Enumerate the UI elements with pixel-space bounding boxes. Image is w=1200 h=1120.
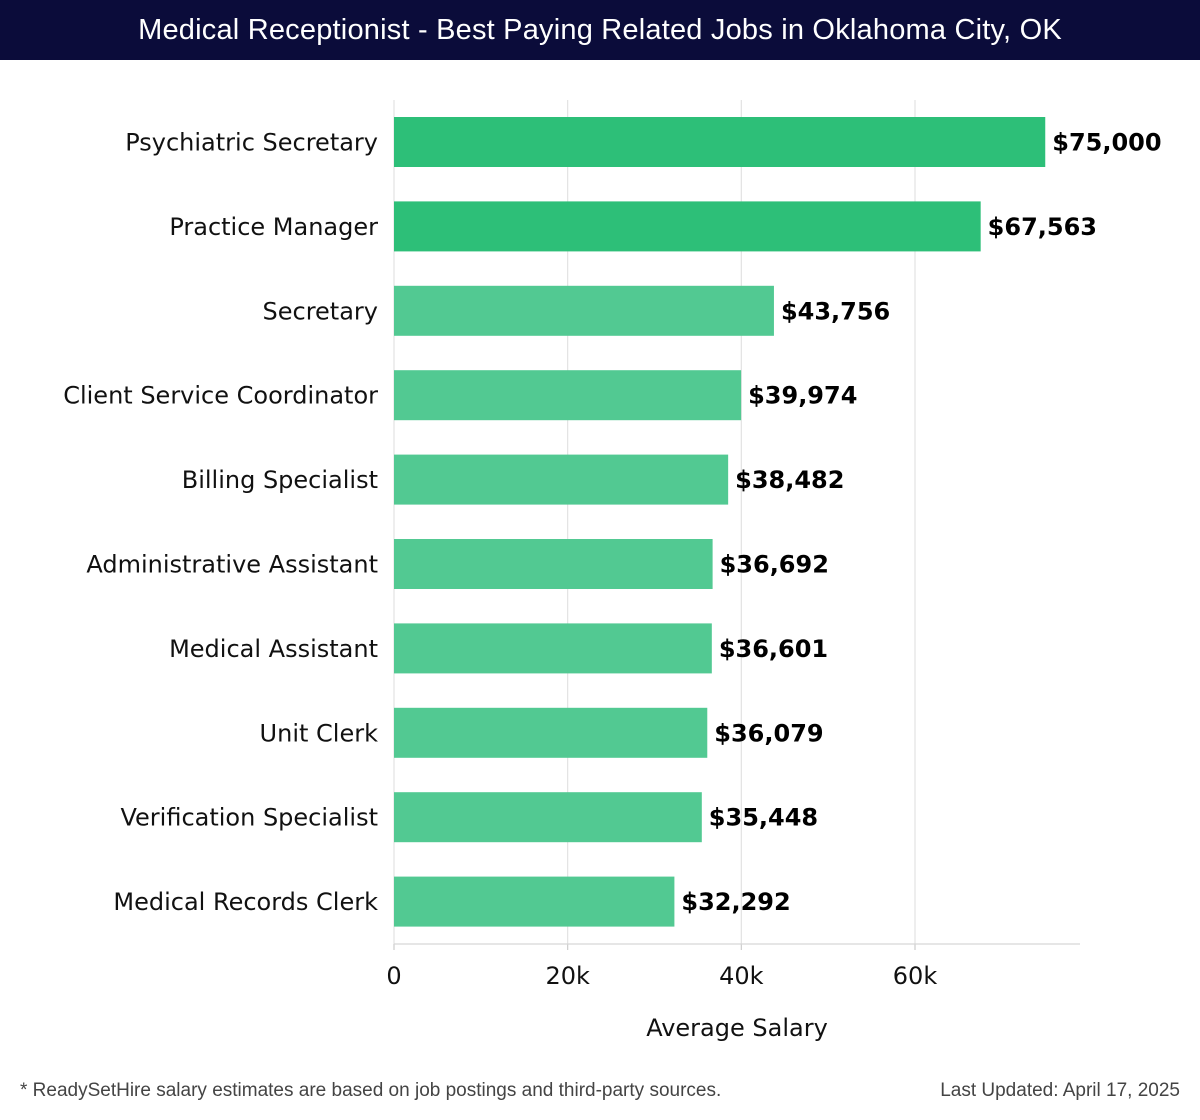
axis-layer: 0 20k 40k 60k bbox=[386, 943, 1080, 990]
value-label: $36,692 bbox=[720, 551, 829, 579]
value-label: $39,974 bbox=[748, 382, 857, 410]
bar-layer: Psychiatric Secretary $75,000 Practice Man… bbox=[63, 117, 1162, 927]
value-label: $36,601 bbox=[719, 635, 828, 663]
bar bbox=[394, 285, 774, 336]
last-updated: Last Updated: April 17, 2025 bbox=[940, 1080, 1180, 1101]
bar bbox=[394, 623, 712, 674]
bar bbox=[394, 876, 675, 927]
x-axis-title: Average Salary bbox=[646, 1014, 828, 1042]
bar bbox=[394, 370, 742, 421]
bar bbox=[394, 117, 1046, 167]
value-label: $36,079 bbox=[714, 719, 823, 747]
category-label: Medical Records Clerk bbox=[113, 888, 378, 916]
bar bbox=[394, 201, 981, 252]
category-label: Verification Specialist bbox=[120, 804, 378, 832]
bar bbox=[394, 454, 729, 505]
category-label: Unit Clerk bbox=[260, 719, 379, 747]
footnote: * ReadySetHire salary estimates are base… bbox=[20, 1080, 722, 1101]
x-tick-label: 60k bbox=[893, 962, 938, 990]
value-label: $38,482 bbox=[735, 466, 844, 494]
category-label: Billing Specialist bbox=[182, 466, 378, 494]
value-label: $75,000 bbox=[1052, 129, 1161, 157]
bar bbox=[394, 707, 708, 758]
category-label: Administrative Assistant bbox=[86, 551, 378, 579]
category-label: Medical Assistant bbox=[169, 635, 378, 663]
category-label: Client Service Coordinator bbox=[63, 382, 378, 410]
value-label: $67,563 bbox=[988, 213, 1097, 241]
value-label: $32,292 bbox=[681, 888, 790, 916]
x-tick-label: 0 bbox=[386, 962, 401, 990]
category-label: Secretary bbox=[263, 297, 379, 325]
category-label: Practice Manager bbox=[169, 213, 378, 241]
x-tick-label: 20k bbox=[545, 962, 590, 990]
value-label: $35,448 bbox=[709, 804, 818, 832]
x-tick-label: 40k bbox=[719, 962, 764, 990]
page-title: Medical Receptionist - Best Paying Relat… bbox=[0, 0, 1200, 60]
bar bbox=[394, 539, 713, 589]
bar bbox=[394, 792, 702, 843]
category-label: Psychiatric Secretary bbox=[125, 129, 378, 157]
value-label: $43,756 bbox=[781, 297, 890, 325]
